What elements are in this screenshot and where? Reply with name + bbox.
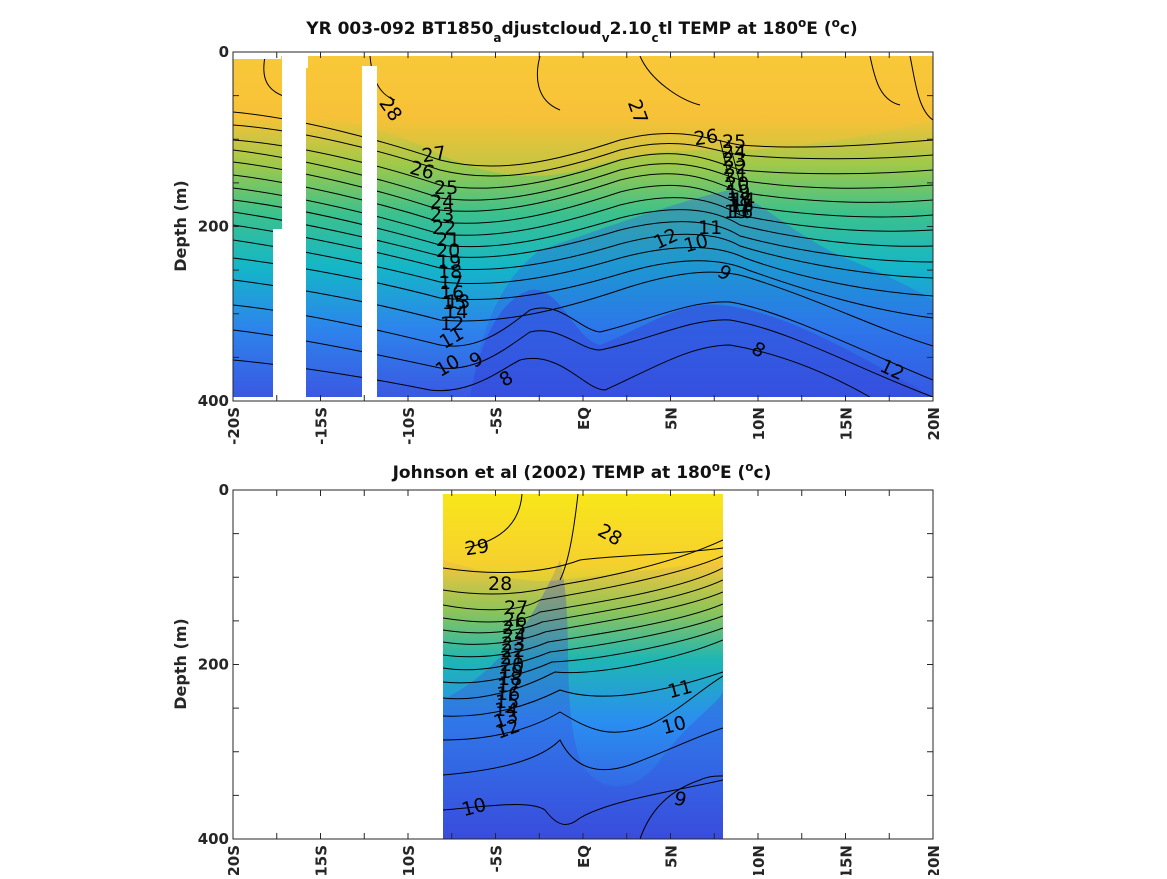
x-tick-label: -10S (400, 407, 418, 445)
x-tick-label: EQ (575, 407, 593, 430)
contour-label: 25 (502, 617, 526, 639)
chart-bottom-axes: -20S -15S -10S -5S EQ 5N 10N 15N 20N 0 200 400 (198, 481, 943, 879)
contour-label: 23 (430, 204, 454, 226)
contour-label: 11 (698, 217, 722, 239)
x-tick-label: 10N (750, 845, 768, 875)
missing-data-notch (298, 56, 308, 68)
x-tick-label: -20S (225, 407, 243, 445)
contour-label: 18 (727, 189, 751, 211)
contour-label: 17 (439, 272, 463, 294)
x-tick-label: EQ (575, 845, 593, 868)
contour-label: 24 (722, 141, 746, 163)
chart-bottom: Johnson et al (2002) TEMP at 180oE (oc) (171, 460, 943, 879)
chart-bottom-field (443, 494, 723, 839)
missing-data-top (233, 56, 281, 59)
chart-top-title: YR 003-092 BT1850adjustcloudv2.10ctl TEM… (305, 16, 857, 45)
missing-data-column-c (362, 66, 377, 397)
contour-label: 21 (724, 165, 748, 187)
contour-label: 20 (725, 173, 749, 195)
contour-label: 27 (421, 142, 448, 167)
missing-data-column-a (282, 56, 306, 397)
contour-lines (443, 494, 723, 839)
x-tick-label: 10N (750, 407, 768, 440)
contour-label: 14 (731, 189, 755, 211)
x-tick-label: -10S (400, 845, 418, 875)
contour-label: 20 (436, 240, 460, 262)
contour-label: 14 (444, 301, 468, 323)
contour-label: 27 (504, 597, 528, 619)
contour-label: 20 (500, 654, 524, 676)
chart-top-ylabel: Depth (m) (171, 180, 190, 272)
contour-label: 15 (495, 691, 519, 713)
contour-label: 9 (671, 787, 688, 811)
contour-label: 23 (501, 633, 525, 655)
x-tick-label: -5S (488, 407, 506, 434)
contour-label: 13 (724, 201, 748, 223)
x-tick-label: -15S (313, 845, 331, 875)
x-tick-label: -20S (225, 845, 243, 875)
missing-data-column-b (273, 229, 282, 397)
contour-label: 26 (503, 609, 527, 631)
x-tick-label: 15N (838, 845, 856, 875)
contour-label: 17 (728, 195, 752, 217)
x-tick-label: 5N (663, 845, 681, 868)
contour-label: 15 (730, 195, 754, 217)
cold-core-shade (470, 289, 933, 397)
contour-label: 22 (432, 217, 456, 239)
warm-surface-shade (443, 494, 723, 581)
contour-label: 22 (501, 640, 525, 662)
x-tick-label: 20N (925, 845, 943, 875)
contour-label: 17 (497, 675, 521, 697)
cold-tongue-shade (443, 560, 723, 839)
contour-labels-top: 28 27 26 25 24 23 22 21 20 19 18 17 16 1… (374, 93, 907, 391)
contour-label: 23 (722, 149, 746, 171)
chart-bottom-ylabel: Depth (m) (171, 618, 190, 710)
contour-label: 16 (729, 201, 753, 223)
contour-label: 18 (438, 261, 462, 283)
y-tick-label: 200 (198, 656, 229, 674)
contour-label: 25 (722, 131, 746, 153)
contour-label: 22 (723, 157, 747, 179)
y-tick-label: 0 (219, 481, 229, 499)
contour-label: 24 (502, 625, 526, 647)
contour-label: 19 (437, 251, 461, 273)
chart-top: YR 003-092 BT1850adjustcloudv2.10ctl TEM… (171, 16, 943, 445)
contour-label: 16 (496, 683, 520, 705)
contour-label: 14 (494, 699, 518, 721)
chart-top-axes: -20S -15S -10S -5S EQ 5N 10N 15N 20N 0 200 400 (198, 43, 943, 445)
contour-label: 21 (500, 647, 524, 669)
y-tick-label: 400 (198, 392, 229, 410)
thermocline-shade (470, 190, 933, 397)
chart-bottom-title: Johnson et al (2002) TEMP at 180oE (oc) (392, 460, 772, 483)
contour-label: 15 (442, 292, 466, 314)
y-tick-label: 400 (198, 830, 229, 848)
contour-label: 16 (440, 282, 464, 304)
contour-label: 25 (434, 177, 458, 199)
x-tick-label: 20N (925, 407, 943, 440)
temperature-field (443, 494, 723, 839)
contour-label: 26 (693, 125, 720, 150)
x-tick-label: 5N (663, 407, 681, 430)
contour-label: 13 (446, 291, 470, 313)
y-tick-label: 0 (219, 43, 229, 61)
x-tick-label: -15S (313, 407, 331, 445)
contour-label: 24 (430, 191, 454, 213)
x-tick-label: -5S (488, 845, 506, 872)
y-tick-label: 200 (198, 218, 229, 236)
contour-label: 19 (726, 181, 750, 203)
contour-label: 12 (440, 313, 464, 335)
contour-label: 18 (498, 668, 522, 690)
contour-label: 19 (499, 661, 523, 683)
x-tick-label: 15N (838, 407, 856, 440)
contour-label: 21 (436, 229, 460, 251)
contour-label: 29 (464, 535, 491, 560)
chart-top-field (233, 56, 933, 397)
contour-label: 28 (488, 573, 512, 595)
